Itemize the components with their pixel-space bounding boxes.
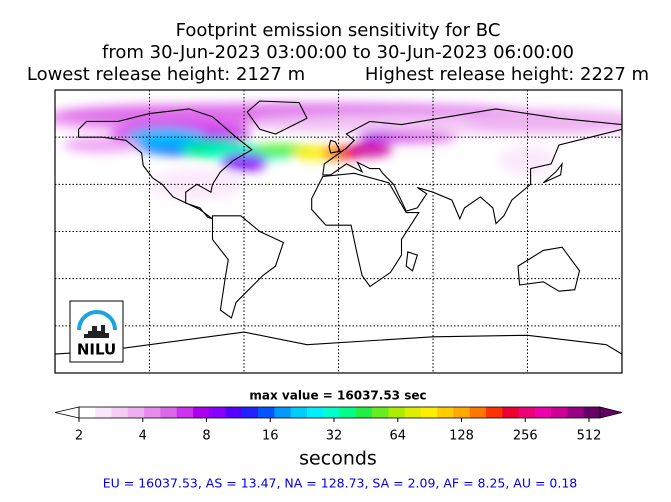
colorbar-swatch [290, 407, 308, 418]
colorbar-swatch [306, 407, 324, 418]
colorbar-swatch [144, 407, 161, 418]
map-frame [54, 89, 623, 374]
logo-arc [77, 310, 117, 331]
colorbar-label: seconds [299, 448, 377, 470]
logo-bars [80, 325, 109, 338]
colorbar-swatch [111, 407, 129, 418]
colorbar-swatch [323, 407, 340, 418]
release-high: Highest release height: 2227 m [365, 64, 649, 85]
coastline [78, 108, 253, 220]
colorbar-swatch [518, 407, 536, 418]
colorbar-swatch [388, 407, 406, 418]
coastline [328, 139, 341, 154]
coastline [311, 172, 420, 288]
colorbar-tick-label: 2 [75, 429, 83, 444]
logo: NILU [69, 300, 124, 363]
coastline [322, 108, 622, 225]
colorbar-swatch [372, 407, 389, 418]
colorbar-swatch [258, 407, 275, 418]
colorbar-swatch [274, 407, 292, 418]
graticule [55, 90, 622, 373]
colorbar-tick-label: 16 [262, 429, 279, 444]
colorbar-swatch [437, 407, 454, 418]
colorbar-swatch [127, 407, 145, 418]
max-value: max value = 16037.53 sec [249, 389, 426, 403]
plume-patch [125, 127, 205, 147]
colorbar-tick-label: 8 [202, 429, 210, 444]
colorbar-swatch [453, 407, 471, 418]
colorbar-swatch [176, 407, 194, 418]
colorbar-tick-label: 4 [139, 429, 147, 444]
colorbar-swatch [225, 407, 243, 418]
plume-patch [377, 130, 457, 144]
colorbar: 2 4 8 16 32 64 128 256 512 [54, 406, 623, 444]
colorbar-swatch [355, 407, 373, 418]
colorbar-tick-label: 256 [513, 429, 538, 444]
plume-patch [220, 152, 268, 172]
coastline [405, 251, 418, 272]
colorbar-swatch [241, 407, 259, 418]
colorbar-tick-label: 32 [326, 429, 343, 444]
logo-text: NILU [77, 341, 116, 359]
plume-patch [464, 108, 622, 135]
release-low: Lowest release height: 2127 m [27, 64, 305, 85]
coastline [246, 100, 308, 135]
coastline [211, 215, 285, 319]
colorbar-frame [78, 406, 601, 419]
colorbar-swatch [583, 407, 601, 418]
colorbar-swatch [567, 407, 585, 418]
plume-patch [62, 137, 142, 153]
map: NILU [54, 89, 623, 374]
colorbar-tick-label: 128 [449, 429, 474, 444]
colorbar-swatch [160, 407, 178, 418]
region-summary: EU = 16037.53, AS = 13.47, NA = 128.73, … [103, 476, 578, 491]
colorbar-swatch [534, 407, 552, 418]
colorbar-swatch [192, 407, 210, 418]
colorbar-extend-low [54, 406, 80, 419]
colorbar-swatch [551, 407, 568, 418]
colorbar-swatch [486, 407, 503, 418]
plume-patch [347, 141, 393, 158]
colorbar-extend-high [599, 406, 623, 419]
colorbar-tick-label: 64 [389, 429, 406, 444]
coastline [542, 161, 563, 184]
colorbar-swatch [79, 407, 96, 418]
colorbar-swatch [469, 407, 487, 418]
colorbar-swatch [209, 407, 227, 418]
colorbar-tick-label: 512 [577, 429, 602, 444]
colorbar-swatch [420, 407, 438, 418]
colorbar-swatch [339, 407, 357, 418]
colorbar-swatch [95, 407, 113, 418]
colorbar-swatch [502, 407, 520, 418]
title: Footprint emission sensitivity for BC [176, 20, 501, 41]
title: from 30-Jun-2023 03:00:00 to 30-Jun-2023… [102, 42, 574, 63]
colorbar-swatch [404, 407, 422, 418]
